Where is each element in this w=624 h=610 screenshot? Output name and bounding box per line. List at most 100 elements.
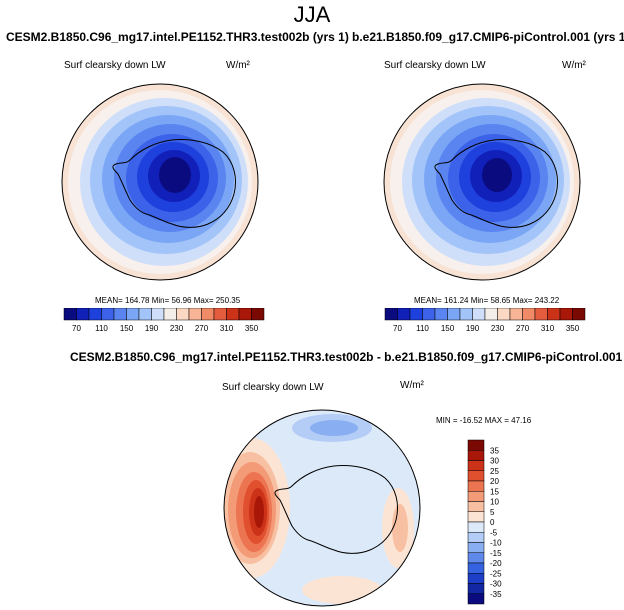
panel-1-colorbar-box: [76, 308, 90, 321]
panel-3-colorbar-box: [467, 593, 485, 605]
panel-2-colorbar-box: [459, 308, 473, 321]
panel-3-colorbar-tick-label: 10: [490, 498, 499, 507]
panel-3-colorbar-tick-label: -15: [490, 549, 502, 558]
panel-3-colorbar-tick-label: -30: [490, 580, 502, 589]
panel-1-colorbar-box: [201, 308, 215, 321]
panel-1-colorbar-box: [176, 308, 190, 321]
panel-2-stats: MEAN= 161.24 Min= 58.65 Max= 243.22: [414, 296, 560, 305]
panel-2-colorbar-tick-label: 190: [466, 324, 480, 333]
panel-3-colorbar-tick-label: 5: [490, 508, 495, 517]
panel-2-colorbar-tick-label: 350: [566, 324, 580, 333]
panel-3-colorbar-tick-label: -35: [490, 590, 502, 599]
panel-3-units: W/m²: [400, 380, 424, 391]
panel-2-colorbar-box: [559, 308, 573, 321]
panel-3-colorbar-box: [467, 583, 485, 594]
panel-1-colorbar-box: [113, 308, 127, 321]
panel-3-colorbar-box: [467, 521, 485, 533]
panel-3-colorbar-tick-label: 30: [490, 457, 499, 466]
panel-3-colorbar-box: [467, 542, 485, 553]
panel-1-colorbar-box: [213, 308, 227, 321]
panel-2-colorbar-box: [522, 308, 536, 321]
panel-1-map: [61, 83, 259, 281]
panel-3-colorbar-tick-label: -5: [490, 528, 498, 537]
panel-1-colorbar-tick-label: 230: [170, 324, 184, 333]
panel-3-colorbar-tick-label: 25: [490, 467, 499, 476]
panel-3-colorbar-box: [467, 491, 485, 502]
panel-1-colorbar-tick-label: 150: [120, 324, 134, 333]
panel-1-map-border: [61, 83, 259, 281]
panel-1-colorbar-tick-label: 110: [95, 324, 108, 333]
panel-3-colorbar-box: [467, 532, 485, 543]
panel-2-colorbar-box: [434, 308, 448, 321]
panel-2-colorbar-box: [509, 308, 523, 321]
panel-3-coastline: [274, 465, 399, 554]
panel-1-title: CESM2.B1850.C96_mg17.intel.PE1152.THR3.t…: [6, 30, 349, 44]
panel-3-colorbar-box: [467, 439, 485, 451]
season-title: JJA: [293, 2, 331, 27]
panel-1-colorbar-box: [101, 308, 115, 321]
panel-1-colorbar-tick-label: 70: [72, 324, 81, 333]
panel-3-colorbar-tick-label: 15: [490, 487, 499, 496]
panel-3-colorbar-tick-label: -10: [490, 539, 502, 548]
panel-3-map: [223, 409, 421, 607]
panel-3-colorbar-box: [467, 470, 485, 482]
panel-1-colorbar-tick-label: 190: [145, 324, 159, 333]
panel-2-map: [383, 83, 581, 281]
panel-1-colorbar-tick-label: 350: [245, 324, 259, 333]
panel-2-units: W/m²: [562, 60, 586, 71]
panel-3-colorbar-tick-label: 20: [490, 477, 499, 486]
panel-2-map-border: [383, 83, 581, 281]
panel-2-colorbar-tick-label: 70: [393, 324, 402, 333]
panel-3-stats: MIN = -16.52 MAX = 47.16: [436, 416, 532, 425]
panel-2-variable-label: Surf clearsky down LW: [384, 60, 486, 71]
panel-2-colorbar: 70 110 150 190 230 270 310 350: [384, 308, 586, 333]
panel-2-colorbar-box: [497, 308, 511, 321]
panel-3-colorbar-box: [467, 573, 485, 584]
panel-1-colorbar: 70 110 150 190 230 270 310 350: [63, 308, 265, 333]
panel-2-colorbar-tick-label: 110: [416, 324, 429, 333]
panel-3-colorbar-tick-label: -20: [490, 559, 502, 568]
panel-2-colorbar-box: [422, 308, 436, 321]
panel-1-variable-label: Surf clearsky down LW: [64, 60, 166, 71]
panel-3-colorbar-box: [467, 480, 485, 492]
panel-2-colorbar-tick-label: 310: [541, 324, 555, 333]
panel-2-colorbar-box: [397, 308, 411, 321]
panel-3-colorbar-box: [467, 501, 485, 512]
panel-3-colorbar-tick-label: -25: [490, 569, 502, 578]
panel-1-colorbar-tick-label: 310: [220, 324, 234, 333]
panel-1-colorbar-box: [188, 308, 202, 321]
panel-2-colorbar-box: [384, 308, 398, 321]
panel-2-coastline: [434, 139, 559, 228]
panel-2-colorbar-box: [472, 308, 486, 321]
panel-1-colorbar-box: [251, 308, 265, 321]
panel-3-colorbar-box: [467, 552, 485, 564]
panel-3-colorbar-box: [467, 450, 485, 461]
panel-1-colorbar-box: [163, 308, 177, 321]
panel-3-colorbar-box: [467, 460, 485, 471]
panel-1-units: W/m²: [226, 60, 250, 71]
panel-1-colorbar-box: [63, 308, 77, 321]
panel-1-colorbar-box: [226, 308, 240, 321]
panel-1-colorbar-box: [151, 308, 165, 321]
panel-3-variable-label: Surf clearsky down LW: [222, 382, 324, 393]
panel-3-colorbar-box: [467, 562, 485, 574]
panel-1-coastline: [112, 139, 237, 228]
panel-3-map-border: [223, 409, 421, 607]
panel-2-colorbar-tick-label: 150: [441, 324, 455, 333]
panel-3-colorbar-tick-label: 35: [490, 446, 499, 455]
panel-1-colorbar-tick-label: 270: [195, 324, 209, 333]
panel-2-colorbar-box: [447, 308, 461, 321]
panel-3-colorbar-box: [467, 511, 485, 523]
panel-2-colorbar-box: [409, 308, 423, 321]
panel-2-colorbar-tick-label: 230: [491, 324, 505, 333]
panel-2-colorbar-box: [534, 308, 548, 321]
panel-1-stats: MEAN= 164.78 Min= 56.96 Max= 250.35: [95, 296, 241, 305]
panel-3-title: CESM2.B1850.C96_mg17.intel.PE1152.THR3.t…: [70, 350, 623, 364]
panel-2-title: b.e21.B1850.f09_g17.CMIP6-piControl.001 …: [352, 30, 624, 44]
panel-1-colorbar-box: [138, 308, 152, 321]
panel-2-colorbar-tick-label: 270: [516, 324, 530, 333]
panel-1-colorbar-box: [88, 308, 102, 321]
panel-2-colorbar-box: [547, 308, 561, 321]
panel-2-colorbar-box: [572, 308, 586, 321]
